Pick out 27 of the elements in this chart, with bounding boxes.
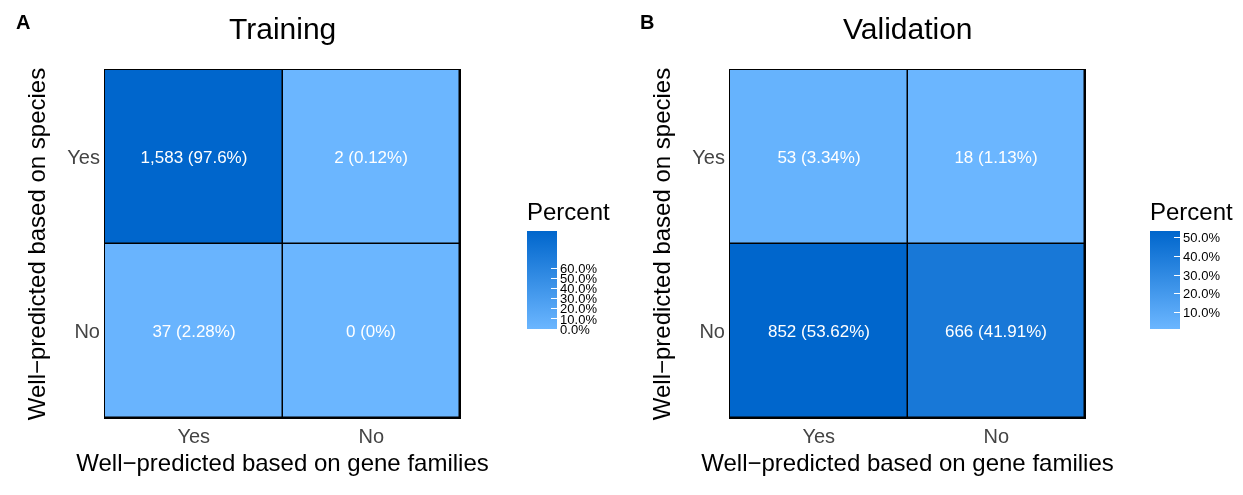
y-axis-title: Well−predicted based on species bbox=[648, 67, 676, 421]
color-bar-title: Percent bbox=[1150, 198, 1234, 225]
text: A bbox=[16, 11, 31, 33]
x-axis-title: Well−predicted based on gene families bbox=[76, 449, 489, 477]
color-bar-label: 40.0% bbox=[1183, 248, 1221, 264]
x-tick-label: No bbox=[358, 425, 385, 447]
color-bar-label: 10.0% bbox=[1183, 304, 1221, 320]
color-bar-title: Percent bbox=[527, 198, 611, 225]
data-label: 2 (0.12%) bbox=[334, 147, 408, 167]
text: B bbox=[640, 11, 655, 33]
x-axis-title: Well−predicted based on gene families bbox=[701, 449, 1114, 477]
data-label: 53 (3.34%) bbox=[777, 147, 861, 167]
data-label: 0 (0%) bbox=[345, 321, 397, 341]
color-bar-label: 50.0% bbox=[1183, 230, 1221, 246]
data-label: 1,583 (97.6%) bbox=[140, 147, 248, 167]
y-axis-title: Well−predicted based on species bbox=[23, 67, 51, 421]
chart-title: Validation bbox=[843, 12, 973, 45]
data-label: 18 (1.13%) bbox=[954, 147, 1038, 167]
x-tick-label: Yes bbox=[802, 425, 836, 447]
color-bar-label: 20.0% bbox=[1183, 286, 1221, 302]
color-bar-label: 30.0% bbox=[1183, 267, 1221, 283]
x-tick-label: Yes bbox=[177, 425, 211, 447]
data-label: 852 (53.62%) bbox=[767, 321, 871, 341]
chart-title: Training bbox=[229, 12, 337, 45]
data-label: 666 (41.91%) bbox=[944, 321, 1048, 341]
x-tick-label: No bbox=[983, 425, 1010, 447]
data-label: 37 (2.28%) bbox=[152, 321, 236, 341]
